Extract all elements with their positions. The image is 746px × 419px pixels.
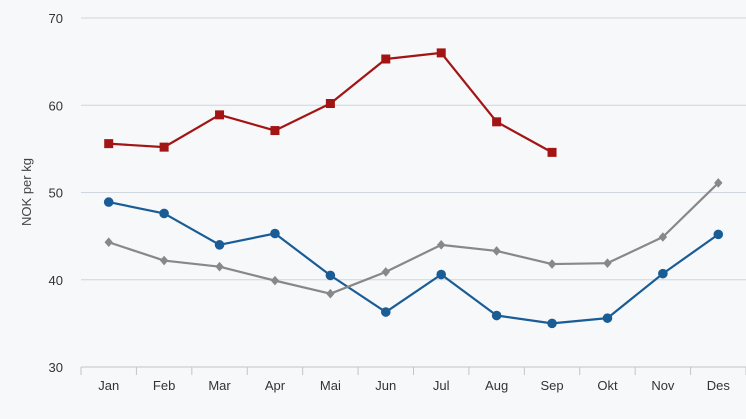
series-1-point-mai [325, 99, 335, 109]
series-2-point-mai [325, 270, 336, 281]
series-3-point-apr [270, 275, 280, 286]
series-3 [104, 178, 723, 299]
x-tick-label-jan: Jan [98, 378, 119, 393]
series-3-point-jun [381, 267, 390, 277]
series-2-point-jun [380, 307, 391, 317]
series-2-point-jul [436, 269, 447, 280]
series-2-point-jan [103, 197, 114, 207]
series-1 [104, 48, 557, 157]
series-1-point-sep [547, 147, 557, 157]
series-1-point-jul [436, 48, 446, 58]
x-tick-label-mar: Mar [208, 378, 231, 393]
series-2-point-aug [491, 310, 502, 321]
series-3-point-aug [492, 246, 501, 256]
series-3-point-jul [437, 240, 446, 250]
x-tick-label-okt: Okt [597, 378, 618, 393]
y-tick-label-50: 50 [49, 186, 63, 201]
series-2-point-des [713, 229, 724, 240]
series-3-point-mai [326, 288, 335, 299]
series-2 [103, 197, 724, 329]
x-tick-label-sep: Sep [540, 378, 563, 393]
x-tick-label-feb: Feb [153, 378, 175, 393]
series-3-point-nov [658, 232, 668, 242]
series-3-line [108, 182, 720, 295]
series-1-point-apr [270, 126, 280, 136]
x-tick-label-mai: Mai [320, 378, 341, 393]
series-3-point-sep [547, 259, 557, 269]
series-3-point-okt [603, 258, 612, 268]
x-tick-label-apr: Apr [265, 378, 286, 393]
series-3-point-des [714, 178, 723, 188]
series-3-point-feb [159, 255, 169, 266]
y-tick-label-60: 60 [49, 98, 63, 113]
series-1-point-mar [215, 110, 225, 120]
x-tick-label-nov: Nov [651, 378, 675, 393]
series-2-point-okt [602, 313, 613, 323]
y-tick-label-70: 70 [49, 11, 63, 26]
series-2-point-sep [547, 318, 557, 329]
series-2-point-nov [658, 268, 668, 279]
x-axis: Jan Feb Mar Apr Mai Jun Jul Aug Sep Okt Nov Des [80, 366, 746, 393]
series-1-point-feb [159, 142, 169, 152]
y-axis-ticks: 30 40 50 60 70 [49, 11, 63, 375]
x-tick-label-jun: Jun [375, 378, 396, 393]
y-tick-label-30: 30 [49, 360, 63, 375]
series-3-point-mar [215, 261, 224, 272]
grid-lines [81, 17, 746, 281]
y-tick-label-40: 40 [49, 273, 63, 288]
series-3-point-jan [104, 237, 113, 248]
series-2-point-feb [159, 208, 169, 219]
series-2-line [108, 201, 719, 325]
series-1-point-aug [492, 117, 502, 127]
y-axis-label: NOK per kg [19, 158, 34, 226]
series-1-point-jan [104, 139, 114, 149]
series-group [103, 48, 724, 329]
series-1-point-jun [381, 54, 391, 64]
x-tick-label-aug: Aug [485, 378, 508, 393]
x-tick-label-des: Des [707, 378, 731, 393]
x-tick-label-jul: Jul [433, 378, 450, 393]
series-2-point-mar [214, 240, 225, 250]
series-2-point-apr [270, 228, 280, 239]
